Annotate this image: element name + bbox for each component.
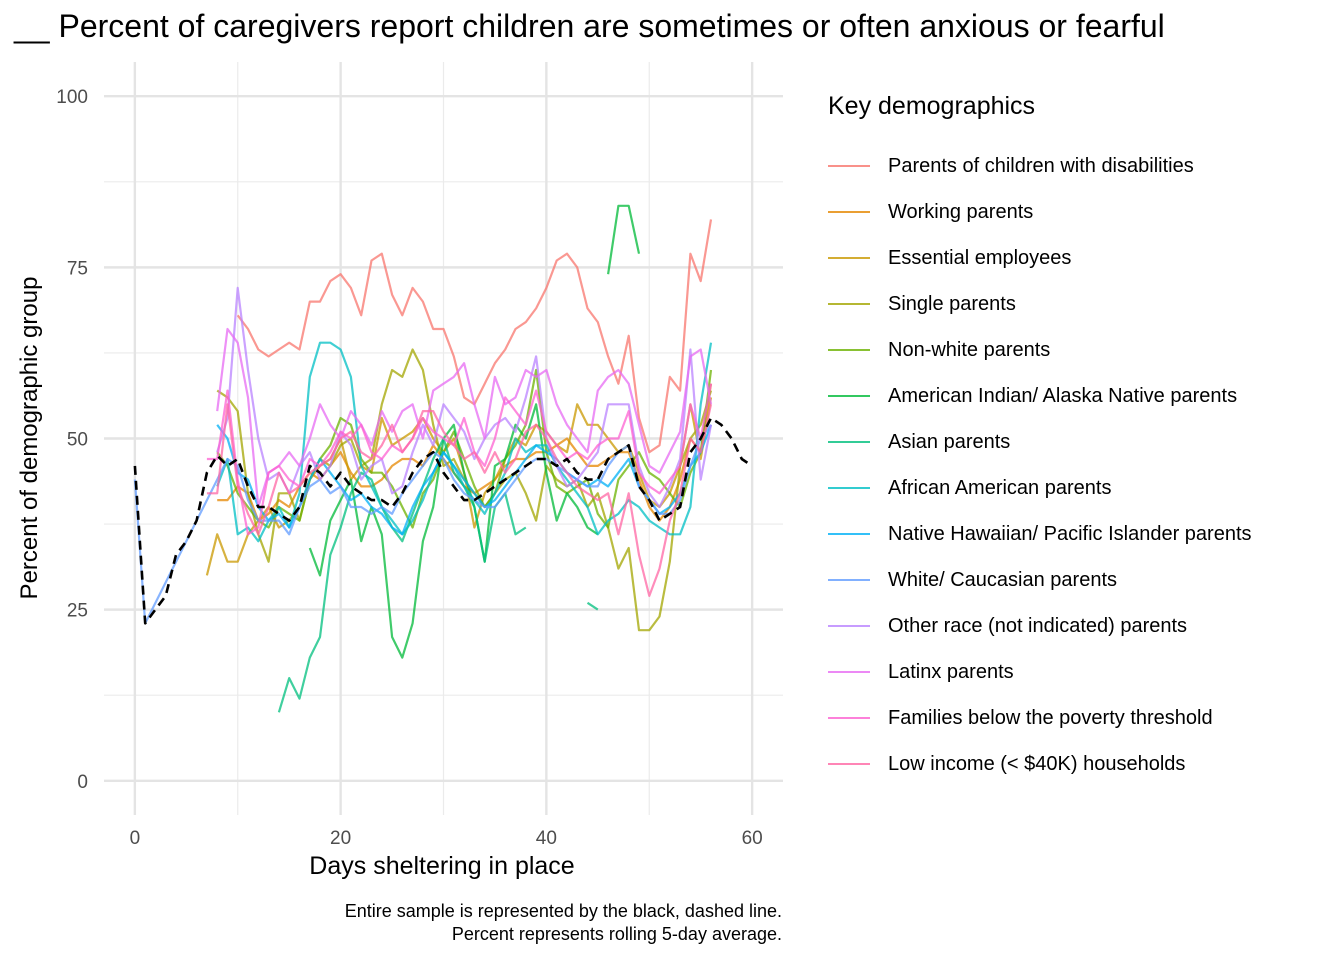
legend-swatch — [828, 487, 870, 489]
series-line — [206, 383, 713, 536]
series-line — [216, 327, 713, 509]
legend-label: Parents of children with disabilities — [888, 154, 1194, 177]
legend-swatch — [828, 717, 870, 719]
legend-swatch — [828, 303, 870, 305]
legend-item: Low income (< $40K) households — [828, 741, 1252, 787]
legend-item: Asian parents — [828, 419, 1252, 465]
legend-label: Asian parents — [888, 430, 1011, 453]
series-line — [308, 403, 599, 659]
legend-item: Latinx parents — [828, 649, 1252, 695]
legend-items: Parents of children with disabilities Wor… — [828, 143, 1252, 787]
series-line — [586, 601, 599, 611]
legend-swatch — [828, 533, 870, 535]
y-tick-labels: 0 25 50 75 100 — [56, 87, 88, 793]
legend-item: Working parents — [828, 189, 1252, 235]
legend-item: Non-white parents — [828, 327, 1252, 373]
legend-item: American Indian/ Alaska Native parents — [828, 373, 1252, 419]
legend-label: Low income (< $40K) households — [888, 752, 1186, 775]
legend-label: Single parents — [888, 292, 1016, 315]
series-line — [216, 341, 713, 543]
x-tick-labels: 0 20 40 60 — [130, 828, 763, 849]
x-tick-label: 20 — [330, 828, 351, 849]
series-line — [236, 219, 713, 454]
y-tick-label: 75 — [67, 258, 88, 279]
caption-line-1: Entire sample is represented by the blac… — [344, 901, 782, 921]
legend-swatch — [828, 671, 870, 673]
legend-title: Key demographics — [828, 92, 1036, 120]
caption: Entire sample is represented by the blac… — [345, 900, 782, 946]
chart-title: __ Percent of caregivers report children… — [14, 8, 1165, 44]
legend-swatch — [828, 211, 870, 213]
legend-item: African American parents — [828, 465, 1252, 511]
entire-sample-line — [133, 416, 753, 625]
y-tick-label: 100 — [56, 87, 88, 108]
legend-swatch — [828, 349, 870, 351]
legend-item: Native Hawaiian/ Pacific Islander parent… — [828, 511, 1252, 557]
legend-item: Essential employees — [828, 235, 1252, 281]
legend-label: American Indian/ Alaska Native parents — [888, 384, 1238, 407]
legend-label: White/ Caucasian parents — [888, 568, 1118, 591]
caption-line-2: Percent represents rolling 5-day average… — [451, 924, 782, 944]
legend-label: African American parents — [888, 476, 1112, 499]
x-tick-label: 60 — [742, 828, 763, 849]
x-tick-label: 40 — [536, 828, 557, 849]
legend-label: Essential employees — [888, 246, 1072, 269]
legend-label: Native Hawaiian/ Pacific Islander parent… — [888, 522, 1252, 545]
legend-label: Non-white parents — [888, 338, 1051, 361]
legend-swatch — [828, 625, 870, 627]
x-axis-title: Days sheltering in place — [309, 852, 575, 880]
y-tick-label: 50 — [67, 430, 88, 451]
legend-swatch — [828, 165, 870, 167]
legend-swatch — [828, 441, 870, 443]
legend-swatch — [828, 395, 870, 397]
legend-item: Other race (not indicated) parents — [828, 603, 1252, 649]
series-line — [206, 403, 713, 598]
legend-swatch — [828, 579, 870, 581]
x-tick-label: 0 — [130, 828, 141, 849]
legend-label: Families below the poverty threshold — [888, 706, 1213, 729]
legend-label: Working parents — [888, 200, 1034, 223]
y-axis-title: Percent of demographic group — [16, 276, 43, 600]
legend-item: Parents of children with disabilities — [828, 143, 1252, 189]
series-line — [277, 437, 527, 713]
series-lines — [133, 204, 753, 713]
legend-item: Families below the poverty threshold — [828, 695, 1252, 741]
series-line — [133, 424, 712, 625]
legend-swatch — [828, 257, 870, 259]
legend-swatch — [828, 763, 870, 765]
y-tick-label: 25 — [67, 601, 88, 622]
legend: Key demographics Parents of children wit… — [828, 92, 1252, 787]
legend-label: Latinx parents — [888, 660, 1014, 683]
legend-item: White/ Caucasian parents — [828, 557, 1252, 603]
legend-item: Single parents — [828, 281, 1252, 327]
y-tick-label: 0 — [77, 772, 88, 793]
series-line — [607, 204, 641, 275]
legend-label: Other race (not indicated) parents — [888, 614, 1188, 637]
